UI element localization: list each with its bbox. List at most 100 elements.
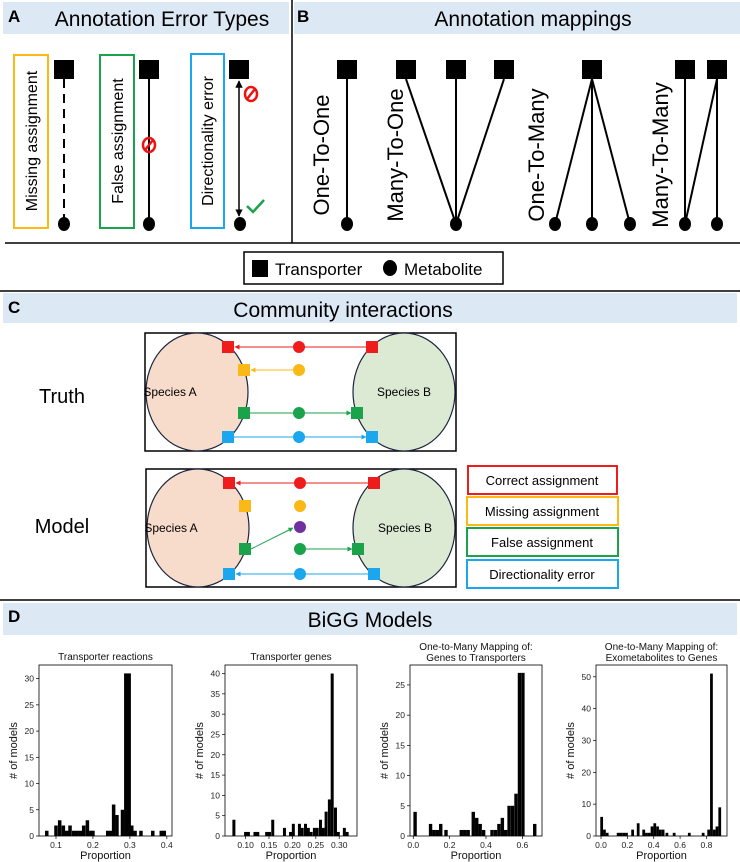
x-tick-label: 0.0 xyxy=(595,840,607,850)
histogram-bar xyxy=(687,832,691,836)
histogram-bar xyxy=(306,827,310,836)
histogram-bar xyxy=(129,825,134,836)
y-tick-label: 0 xyxy=(215,831,220,841)
y-tick-label: 15 xyxy=(25,752,35,762)
x-tick-label: 0.10 xyxy=(237,840,254,850)
plot-frame xyxy=(595,664,728,837)
histogram-1: 0.1 0.2 0.3 0.4 0 5 10 15 20 25 30 Proportion # of m… xyxy=(8,652,173,862)
panel-d-title: BiGG Models xyxy=(308,609,433,632)
histogram-bar xyxy=(105,830,110,836)
prohibited-icon xyxy=(141,136,157,154)
histogram-bar xyxy=(650,826,654,836)
histogram-bar xyxy=(600,816,604,836)
x-axis-label: Proportion xyxy=(451,850,502,862)
prohibited-icon xyxy=(243,85,259,103)
directionality-error-label: Directionality error xyxy=(200,75,217,205)
species-a-cell xyxy=(146,468,250,588)
histogram-bar xyxy=(645,832,648,836)
histogram-bar xyxy=(658,829,662,836)
x-tick-label: 0.4 xyxy=(648,840,660,850)
y-tick-label: 0 xyxy=(400,831,405,841)
x-tick-label: 0.3 xyxy=(124,840,136,850)
histogram-bar xyxy=(304,823,308,836)
histogram-bar xyxy=(327,799,331,836)
histogram-bar xyxy=(232,819,236,836)
histogram-bar xyxy=(64,830,69,836)
model-label: Model xyxy=(35,516,89,538)
truth-diagram: Species A Species B xyxy=(143,332,457,452)
histogram-bar xyxy=(54,825,58,836)
y-tick-label: 40 xyxy=(582,704,592,714)
histogram-bar xyxy=(481,829,486,836)
legend-missing: Missing assignment xyxy=(485,504,600,519)
histogram-bar xyxy=(631,829,635,836)
panel-c-title: Community interactions xyxy=(233,299,452,322)
metabolite-circle-icon xyxy=(383,260,397,276)
y-tick-label: 0 xyxy=(586,831,591,841)
histogram-bar xyxy=(503,829,508,836)
x-tick-label: 0.30 xyxy=(331,840,348,850)
many-to-many-label: Many-To-Many xyxy=(648,82,673,227)
histogram-bar xyxy=(336,831,340,836)
panel-c-letter: C xyxy=(8,298,20,317)
histogram-bar xyxy=(282,827,286,836)
species-a-label: Species A xyxy=(143,385,196,399)
chart-title: Genes to Transporters xyxy=(426,653,526,664)
y-tick-label: 20 xyxy=(396,710,406,720)
panel-d-letter: D xyxy=(8,607,20,626)
histogram-bar xyxy=(127,673,131,836)
histogram-bar xyxy=(459,829,463,836)
histogram-bar xyxy=(710,673,713,836)
x-tick-label: 0.2 xyxy=(621,840,633,850)
checkmark-icon xyxy=(246,199,265,214)
transporter-square-icon xyxy=(54,60,74,79)
histogram-bar xyxy=(345,831,349,836)
y-axis-label: # of models xyxy=(8,722,20,779)
false-assignment-label: False assignment xyxy=(110,78,127,204)
histogram-bar xyxy=(622,832,626,836)
histogram-bar xyxy=(707,829,711,836)
histogram-bar xyxy=(466,829,470,836)
y-tick-label: 40 xyxy=(211,669,221,679)
histogram-bar xyxy=(244,831,248,836)
histogram-bar xyxy=(500,817,505,836)
transporter-square-icon xyxy=(229,60,249,79)
chart-title: One-to-Many Mapping of: xyxy=(419,642,532,653)
histogram-bar xyxy=(115,815,119,836)
species-b-label: Species B xyxy=(378,521,432,535)
y-axis-label: # of models xyxy=(194,722,206,779)
histogram-bar xyxy=(91,830,95,836)
histogram-bar xyxy=(413,811,417,836)
chart-title: Transporter genes xyxy=(250,652,331,663)
histogram-bar xyxy=(330,673,334,836)
histogram-bar xyxy=(61,825,66,836)
histogram-bar xyxy=(432,829,436,836)
histogram-bar xyxy=(133,830,137,836)
histogram-bar xyxy=(265,831,269,836)
histogram-bar xyxy=(478,823,482,836)
histogram-bar xyxy=(625,832,628,836)
histogram-bar xyxy=(493,829,498,836)
panel-a-letter: A xyxy=(8,7,20,26)
histogram-bar xyxy=(603,829,606,836)
false-assignment-box xyxy=(99,54,135,229)
histogram-bar xyxy=(616,832,620,836)
histogram-bar xyxy=(318,819,322,836)
histogram-bar xyxy=(312,827,316,836)
x-tick-label: 0.2 xyxy=(444,840,456,850)
histogram-bar xyxy=(517,672,522,836)
x-tick-label: 0.20 xyxy=(284,840,301,850)
metabolite-circles xyxy=(341,217,723,231)
histogram-bar xyxy=(605,832,609,836)
y-tick-label: 15 xyxy=(211,770,221,780)
x-axis-label: Proportion xyxy=(266,850,317,862)
histogram-bar xyxy=(124,673,128,836)
histogram-bar xyxy=(57,820,62,836)
histogram-bar xyxy=(533,823,537,836)
histogram-bar xyxy=(111,804,116,836)
panel-b-header xyxy=(294,2,740,34)
one-to-one-label: One-To-One xyxy=(309,94,334,215)
histogram-bar xyxy=(88,830,93,836)
histogram-bar xyxy=(439,823,443,836)
